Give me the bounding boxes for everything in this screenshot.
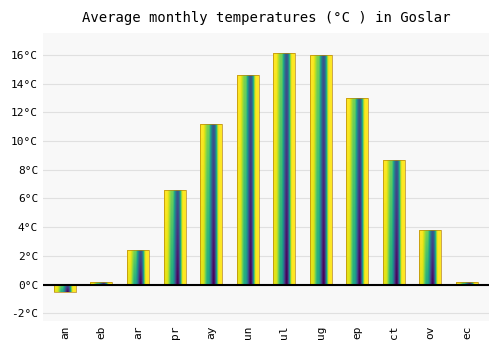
Bar: [273, 53, 295, 285]
Bar: [90, 282, 112, 285]
Bar: [127, 250, 149, 285]
Bar: [310, 55, 332, 285]
Bar: [236, 75, 258, 285]
Bar: [54, 285, 76, 292]
Bar: [346, 98, 368, 285]
Bar: [420, 230, 442, 285]
Bar: [200, 124, 222, 285]
Bar: [456, 282, 478, 285]
Bar: [383, 160, 405, 285]
Bar: [164, 190, 186, 285]
Title: Average monthly temperatures (°C ) in Goslar: Average monthly temperatures (°C ) in Go…: [82, 11, 450, 25]
